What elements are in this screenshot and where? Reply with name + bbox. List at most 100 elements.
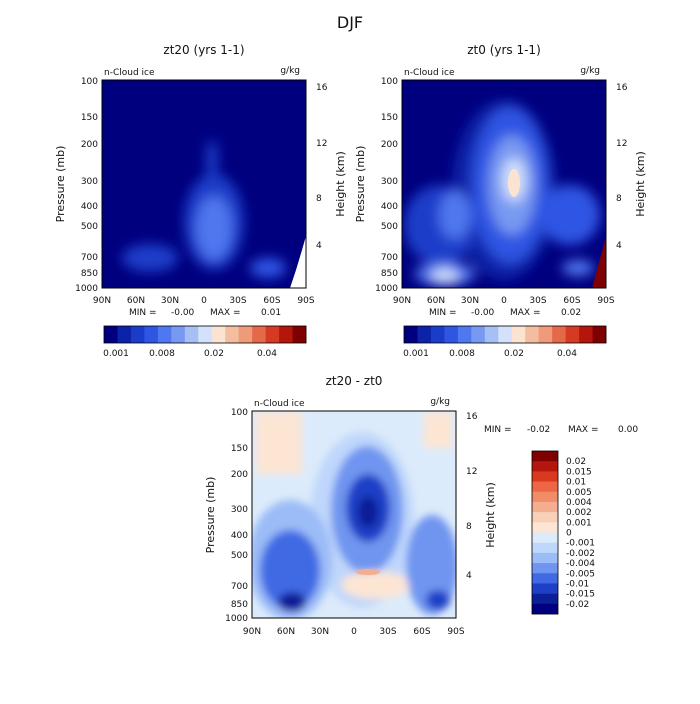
x-tick: 0 [351,627,357,637]
max-value: 0.01 [261,308,281,318]
z-tick: 8 [466,522,472,532]
positive-region [256,412,302,474]
y-tick: 150 [81,113,98,123]
y-tick: 1000 [75,284,98,294]
colorbar-swatch [532,461,558,472]
units-label: g/kg [280,66,300,76]
y-tick: 300 [231,505,248,515]
x-tick: 0 [201,296,207,306]
x-tick: 90S [597,296,614,306]
z-tick: 16 [616,83,628,93]
colorbar-tick: 0.02 [504,349,524,359]
panel-title: zt20 (yrs 1-1) [163,43,244,57]
colorbar-swatch [511,326,526,343]
x-tick: 30N [311,627,329,637]
z-tick: 12 [616,139,627,149]
heatmap-field [102,80,306,288]
colorbar-tick: -0.004 [566,559,595,569]
colorbar-tick: 0.04 [557,349,577,359]
y-tick: 400 [231,531,248,541]
colorbar-swatch [130,326,145,343]
colorbar-swatch [592,326,607,343]
negative-region [260,530,320,610]
min-value: -0.00 [471,308,495,318]
colorbar-tick: 0 [566,529,572,539]
plot-frame [251,410,457,619]
y-tick: 200 [381,140,398,150]
max-label: MAX = [210,308,241,318]
colorbar-swatch [532,583,558,594]
min-value: -0.02 [527,425,550,435]
y-ticks: 100 150 200 300 400 500 700 850 1000 [75,77,98,294]
colorbar-swatch [532,512,558,523]
y-tick: 150 [381,113,398,123]
y-tick: 400 [81,202,98,212]
panel-zt20: zt20 (yrs 1-1) n-Cloud ice g/kg 100 150 … [54,43,347,359]
colorbar-swatch [532,603,558,615]
colorbar-swatch [532,501,558,513]
y-tick: 300 [381,177,398,187]
variable-label: n-Cloud ice [254,399,305,409]
colorbar-swatch [198,326,213,343]
colorbar-swatch [532,552,558,564]
max-value: 0.00 [618,425,638,435]
colorbar-swatch [525,326,539,343]
colorbar-tick: -0.01 [566,579,589,589]
x-tick: 60N [427,296,445,306]
y-tick: 850 [81,269,98,279]
z-tick: 4 [466,571,472,581]
x-tick: 30S [529,296,546,306]
min-label: MIN = [129,308,157,318]
x-tick: 60N [277,627,295,637]
colorbar-swatch [404,326,418,343]
colorbar-swatch [498,326,513,343]
colorbar-swatch [117,326,132,343]
colorbar-swatch [532,491,558,503]
z-axis-label: Height (km) [484,482,497,548]
x-tick: 60N [127,296,145,306]
panel-title: zt20 - zt0 [326,374,383,388]
colorbar-tick: 0.02 [566,457,586,467]
max-label: MAX = [510,308,541,318]
field-blobs [404,100,600,286]
y-tick: 400 [381,202,398,212]
colorbar-ticks: 0.020.0150.010.0050.0040.0020.0010-0.001… [566,457,595,610]
positive-region [341,571,409,599]
colorbar-swatch [430,326,445,343]
colorbar-swatch [157,326,172,343]
min-label: MIN = [484,425,512,435]
x-tick: 90S [447,627,464,637]
colorbar-tick: 0.001 [403,349,429,359]
x-ticks: 90N 60N 30N 0 30S 60S 90S [393,296,615,306]
colorbar-swatch [144,326,159,343]
variable-label: n-Cloud ice [104,68,155,78]
topography-mask [592,236,606,288]
max-label: MAX = [568,425,599,435]
colorbar-swatches [104,326,307,343]
z-ticks: 16 12 8 4 [616,83,628,251]
heatmap-field [252,411,456,618]
colorbar-swatch [184,326,199,343]
colorbar-swatch [532,532,558,543]
x-ticks: 90N 60N 30N 0 30S 60S 90S [93,296,315,306]
panel-title: zt0 (yrs 1-1) [467,43,541,57]
colorbar-swatch [471,326,486,343]
colorbar-tick: -0.015 [566,590,595,600]
y-tick: 850 [231,600,248,610]
x-tick: 90S [297,296,314,306]
colorbar-tick: -0.002 [566,549,595,559]
colorbar: 0.001 0.008 0.02 0.04 [103,325,307,359]
y-ticks: 100 150 200 300 400 500 700 850 1000 [225,408,248,624]
x-tick: 60S [563,296,580,306]
cloud-ice-blob [562,260,594,276]
colorbar-swatch [444,326,459,343]
colorbar-tick: 0.001 [103,349,129,359]
colorbar-tick: 0.004 [566,498,592,508]
colorbar-swatch [552,326,566,343]
y-tick: 1000 [375,284,398,294]
y-tick: 100 [231,408,248,418]
cloud-ice-blob [122,244,178,272]
y-tick: 1000 [225,614,248,624]
y-ticks: 100 150 200 300 400 500 700 850 1000 [375,77,398,294]
colorbar-swatch [457,326,472,343]
